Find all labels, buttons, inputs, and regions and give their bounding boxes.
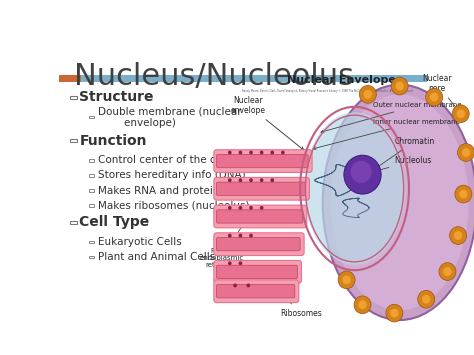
Text: Stores hereditary info (DNA): Stores hereditary info (DNA) bbox=[98, 170, 246, 180]
Circle shape bbox=[457, 144, 474, 162]
Text: Function: Function bbox=[80, 133, 147, 148]
Circle shape bbox=[246, 284, 250, 287]
Circle shape bbox=[281, 151, 285, 154]
Bar bbox=[89, 204, 94, 207]
Circle shape bbox=[390, 309, 399, 317]
Ellipse shape bbox=[323, 84, 474, 320]
Bar bbox=[89, 116, 94, 118]
Circle shape bbox=[358, 300, 367, 309]
Circle shape bbox=[351, 161, 372, 183]
Circle shape bbox=[270, 151, 274, 154]
Bar bbox=[89, 256, 94, 258]
FancyBboxPatch shape bbox=[214, 205, 307, 228]
Circle shape bbox=[249, 178, 253, 182]
Circle shape bbox=[238, 206, 242, 210]
Text: Makes RNA and protein: Makes RNA and protein bbox=[98, 186, 219, 196]
Bar bbox=[89, 241, 94, 243]
Circle shape bbox=[422, 295, 430, 304]
Circle shape bbox=[249, 234, 253, 237]
FancyBboxPatch shape bbox=[214, 178, 310, 200]
Circle shape bbox=[233, 284, 237, 287]
Circle shape bbox=[359, 86, 376, 103]
Circle shape bbox=[454, 231, 462, 240]
Circle shape bbox=[238, 261, 242, 265]
Text: Nuclear Envelope: Nuclear Envelope bbox=[287, 75, 396, 85]
Text: Nuclear
pore: Nuclear pore bbox=[422, 73, 458, 111]
Text: Nucleus/Nucleolus: Nucleus/Nucleolus bbox=[74, 62, 354, 91]
FancyBboxPatch shape bbox=[217, 265, 298, 278]
Ellipse shape bbox=[304, 112, 405, 265]
FancyBboxPatch shape bbox=[214, 233, 304, 256]
Text: Eukaryotic Cells: Eukaryotic Cells bbox=[98, 237, 182, 247]
Circle shape bbox=[238, 151, 242, 154]
Circle shape bbox=[338, 271, 355, 289]
Circle shape bbox=[260, 151, 264, 154]
FancyBboxPatch shape bbox=[214, 261, 301, 283]
Text: Chromatin: Chromatin bbox=[350, 137, 435, 186]
Circle shape bbox=[260, 178, 264, 182]
Circle shape bbox=[386, 304, 403, 322]
Circle shape bbox=[449, 227, 466, 245]
Circle shape bbox=[342, 275, 351, 284]
Circle shape bbox=[462, 148, 470, 157]
Circle shape bbox=[249, 206, 253, 210]
Circle shape bbox=[459, 190, 468, 198]
Circle shape bbox=[439, 263, 456, 280]
Circle shape bbox=[364, 90, 372, 99]
Circle shape bbox=[238, 234, 242, 237]
Circle shape bbox=[452, 105, 469, 122]
Circle shape bbox=[455, 185, 472, 203]
Text: Inner nuclear membrane: Inner nuclear membrane bbox=[313, 119, 460, 149]
Circle shape bbox=[391, 77, 408, 95]
Circle shape bbox=[443, 267, 452, 276]
FancyBboxPatch shape bbox=[214, 150, 312, 173]
Text: Rough
endoplasmic
reticulum: Rough endoplasmic reticulum bbox=[200, 219, 246, 268]
FancyBboxPatch shape bbox=[217, 210, 303, 223]
Text: Control center of the cell: Control center of the cell bbox=[98, 155, 228, 165]
Circle shape bbox=[395, 82, 404, 91]
Bar bbox=[70, 220, 77, 224]
Circle shape bbox=[430, 93, 438, 102]
Text: Nucleolus: Nucleolus bbox=[366, 156, 432, 174]
Circle shape bbox=[228, 206, 232, 210]
Text: Ribosomes: Ribosomes bbox=[251, 266, 322, 318]
FancyBboxPatch shape bbox=[214, 280, 299, 302]
FancyBboxPatch shape bbox=[59, 75, 82, 82]
Circle shape bbox=[418, 290, 435, 308]
Circle shape bbox=[426, 88, 443, 106]
Bar bbox=[89, 159, 94, 162]
Circle shape bbox=[228, 151, 232, 154]
Circle shape bbox=[456, 109, 465, 118]
Circle shape bbox=[260, 206, 264, 210]
Circle shape bbox=[249, 151, 253, 154]
Circle shape bbox=[228, 234, 232, 237]
Bar bbox=[70, 139, 77, 142]
Bar bbox=[89, 189, 94, 192]
Ellipse shape bbox=[331, 94, 469, 310]
Text: Makes ribosomes (nucleolus): Makes ribosomes (nucleolus) bbox=[98, 201, 249, 211]
Text: Outer nuclear membrane: Outer nuclear membrane bbox=[321, 103, 462, 133]
Text: Double membrane (nuclear
        envelope): Double membrane (nuclear envelope) bbox=[98, 106, 241, 128]
Circle shape bbox=[344, 155, 381, 194]
Text: Plant and Animal Cells: Plant and Animal Cells bbox=[98, 252, 215, 262]
Bar bbox=[70, 96, 77, 99]
FancyBboxPatch shape bbox=[217, 237, 300, 251]
Text: Randy Moore, Dennis Clark, Darrel Vodopich, Botany Visual Resource Library © 199: Randy Moore, Dennis Clark, Darrel Vodopi… bbox=[242, 89, 414, 93]
Text: Cell Type: Cell Type bbox=[80, 215, 150, 229]
FancyBboxPatch shape bbox=[82, 75, 427, 82]
Circle shape bbox=[238, 178, 242, 182]
Text: Nuclear
envelope: Nuclear envelope bbox=[231, 96, 304, 150]
Circle shape bbox=[228, 261, 232, 265]
Bar bbox=[89, 174, 94, 177]
Circle shape bbox=[228, 178, 232, 182]
FancyBboxPatch shape bbox=[217, 154, 308, 168]
FancyBboxPatch shape bbox=[217, 182, 305, 195]
Circle shape bbox=[354, 296, 371, 314]
Circle shape bbox=[270, 178, 274, 182]
Text: Structure: Structure bbox=[80, 90, 154, 104]
FancyBboxPatch shape bbox=[217, 285, 295, 298]
